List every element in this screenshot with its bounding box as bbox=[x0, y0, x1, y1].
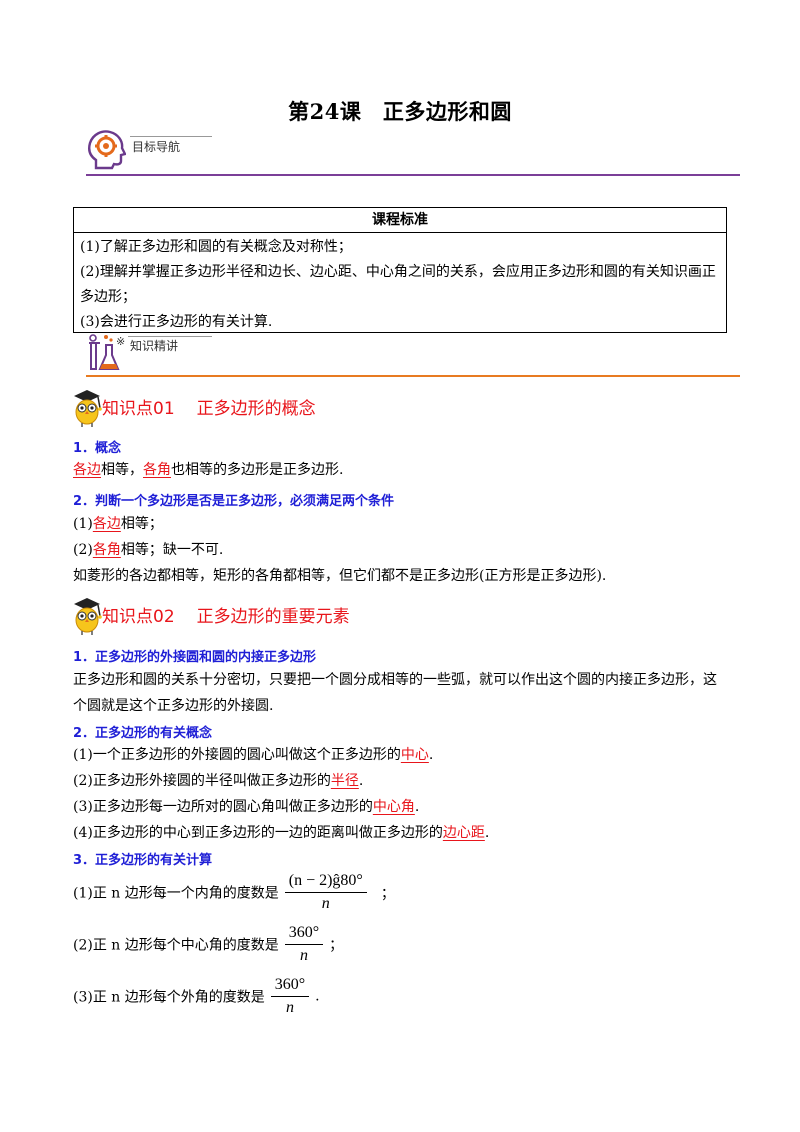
banner-thin-rule bbox=[130, 136, 212, 137]
red-term: 半径 bbox=[330, 773, 359, 789]
text-span: (4)正多边形的中心到正多边形的一边的距离叫做正多边形的 bbox=[73, 825, 443, 841]
text-span: 也相等的多边形是正多边形. bbox=[171, 462, 344, 478]
text-span: . bbox=[358, 773, 364, 789]
text-span: 相等；缺一不可. bbox=[120, 542, 224, 558]
knowledge-label: 知识精讲 bbox=[130, 339, 179, 353]
formula-exterior-angle: (3)正 n 边形每个外角的度数是 360° n. bbox=[73, 976, 733, 1017]
knowledge-icon-mark: ※ bbox=[116, 335, 126, 348]
owl-mascot-icon bbox=[74, 598, 102, 635]
fraction: 360° n bbox=[270, 976, 310, 1017]
kp2-heading-1: 1．正多边形的外接圆和圆的内接正多边形 bbox=[73, 650, 317, 665]
kp-title: 正多边形的重要元素 bbox=[196, 607, 350, 627]
banner-thin-rule bbox=[128, 336, 212, 337]
red-term: 边心距 bbox=[442, 825, 485, 841]
fraction-numerator: (n − 2)ĝ80° bbox=[284, 872, 367, 893]
fraction-denominator: n bbox=[321, 895, 330, 912]
kp1-definition: 各边相等，各角也相等的多边形是正多边形. bbox=[73, 460, 733, 480]
red-term: 各边 bbox=[73, 462, 101, 478]
target-nav-label: 目标导航 bbox=[132, 140, 181, 154]
kp2-heading-3: 3．正多边形的有关计算 bbox=[73, 853, 213, 868]
text-span: . bbox=[484, 825, 490, 841]
kp2-def-1: (1)一个正多边形的外接圆的圆心叫做这个正多边形的中心. bbox=[73, 745, 733, 765]
banner-rule bbox=[86, 375, 740, 377]
text-span: . bbox=[315, 988, 320, 1005]
text-span: (3)正 n 边形每个外角的度数是 bbox=[73, 989, 265, 1006]
course-standard-header: 课程标准 bbox=[74, 208, 726, 233]
red-term: 中心角 bbox=[372, 799, 415, 815]
owl-mascot-icon bbox=[74, 390, 102, 427]
kp-number: 知识点01 bbox=[102, 399, 175, 419]
kp1-condition-2: (2)各角相等；缺一不可. bbox=[73, 540, 733, 560]
text-span: (1)正 n 边形每一个内角的度数是 bbox=[73, 885, 279, 902]
fraction: (n − 2)ĝ80° n bbox=[284, 872, 367, 913]
kp2-paragraph-line-2: 个圆就是这个正多边形的外接圆. bbox=[73, 698, 274, 714]
standard-item-1: (1)了解正多边形和圆的有关概念及对称性； bbox=[80, 239, 352, 255]
kp2-def-2: (2)正多边形外接圆的半径叫做正多边形的半径. bbox=[73, 771, 733, 791]
text-span: (2) bbox=[73, 542, 93, 558]
fraction-numerator: 360° bbox=[284, 924, 324, 945]
knowledge-point-01-heading: 知识点01 正多边形的概念 bbox=[70, 388, 470, 428]
formula-interior-angle: (1)正 n 边形每一个内角的度数是 (n − 2)ĝ80° n ； bbox=[73, 872, 733, 913]
fraction-denominator: n bbox=[299, 947, 308, 964]
text-span: (3)正多边形每一边所对的圆心角叫做正多边形的 bbox=[73, 799, 373, 815]
flask-icon bbox=[89, 334, 120, 370]
banner-rule bbox=[86, 174, 740, 176]
text-span: ； bbox=[329, 937, 344, 954]
red-term: 各边 bbox=[92, 516, 121, 532]
standard-item-2: (2)理解并掌握正多边形半径和边长、边心距、中心角之间的关系，会应用正多边形和圆… bbox=[80, 264, 716, 305]
kp-number: 知识点02 bbox=[102, 607, 175, 627]
formula-central-angle: (2)正 n 边形每个中心角的度数是 360° n ； bbox=[73, 924, 733, 965]
text-span: 相等， bbox=[101, 462, 143, 478]
head-gear-icon bbox=[88, 130, 126, 170]
text-span: (2)正多边形外接圆的半径叫做正多边形的 bbox=[73, 773, 331, 789]
text-span: 相等； bbox=[120, 516, 163, 532]
text-span: . bbox=[414, 799, 420, 815]
text-span: (1)一个正多边形的外接圆的圆心叫做这个正多边形的 bbox=[73, 747, 401, 763]
red-term: 中心 bbox=[400, 747, 429, 763]
fraction-numerator: 360° bbox=[270, 976, 310, 997]
red-term: 各角 bbox=[92, 542, 121, 558]
kp2-paragraph-line-1: 正多边形和圆的关系十分密切，只要把一个圆分成相等的一些弧，就可以作出这个圆的内接… bbox=[73, 672, 717, 688]
text-span: . bbox=[428, 747, 434, 763]
kp1-heading-1: 1．概念 bbox=[73, 441, 122, 456]
kp2-def-3: (3)正多边形每一边所对的圆心角叫做正多边形的中心角. bbox=[73, 797, 733, 817]
text-span: (2)正 n 边形每个中心角的度数是 bbox=[73, 937, 279, 954]
fraction-denominator: n bbox=[285, 999, 294, 1016]
kp1-condition-1: (1)各边相等； bbox=[73, 514, 733, 534]
knowledge-banner: ※ 知识精讲 bbox=[86, 333, 740, 379]
kp1-heading-2: 2．判断一个多边形是否是正多边形，必须满足两个条件 bbox=[73, 494, 395, 509]
kp-title: 正多边形的概念 bbox=[196, 399, 316, 419]
kp2-def-4: (4)正多边形的中心到正多边形的一边的距离叫做正多边形的边心距. bbox=[73, 823, 733, 843]
text-span: (1) bbox=[73, 516, 93, 532]
knowledge-point-02-heading: 知识点02 正多边形的重要元素 bbox=[70, 596, 470, 636]
target-nav-banner: 目标导航 bbox=[86, 128, 740, 178]
fraction: 360° n bbox=[284, 924, 324, 965]
course-standard-table: 课程标准 (1)了解正多边形和圆的有关概念及对称性； (2)理解并掌握正多边形半… bbox=[73, 207, 727, 333]
text-span: ； bbox=[380, 885, 395, 902]
red-term: 各角 bbox=[143, 462, 171, 478]
kp2-heading-2: 2．正多边形的有关概念 bbox=[73, 726, 213, 741]
kp1-example: 如菱形的各边都相等，矩形的各角都相等，但它们都不是正多边形(正方形是正多边形). bbox=[73, 568, 607, 584]
page-title: 第24课 正多边形和圆 bbox=[288, 99, 512, 124]
standard-item-3: (3)会进行正多边形的有关计算. bbox=[80, 314, 273, 330]
